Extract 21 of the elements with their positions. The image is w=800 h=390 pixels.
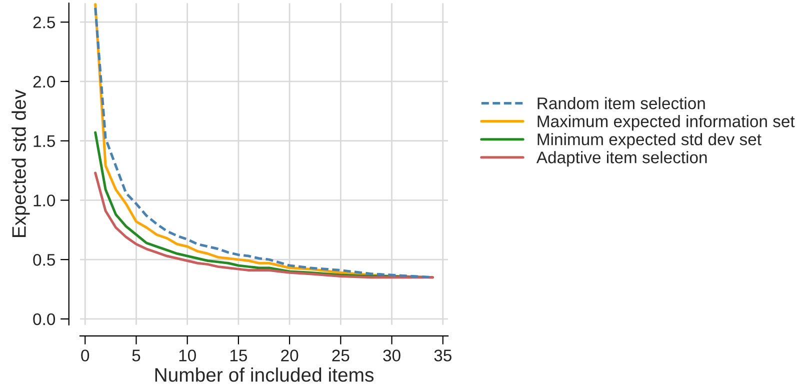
x-tick-label: 15 (230, 350, 248, 362)
legend-label: Random item selection (538, 96, 705, 110)
legend-label: Maximum expected information set (538, 115, 795, 131)
x-tick-label: 20 (281, 350, 298, 362)
x-tick-label: 30 (383, 350, 400, 362)
y-tick-label: 2.5 (33, 16, 55, 28)
y-tick-label: 0.0 (33, 313, 56, 326)
x-axis-title: Number of included items (155, 367, 374, 382)
x-tick-label: 0 (81, 350, 90, 362)
legend-label: Minimum expected std dev set (538, 133, 762, 149)
x-tick-label: 35 (434, 350, 452, 362)
x-tick-label: 25 (332, 350, 350, 362)
legend-label: Adaptive item selection (536, 151, 707, 167)
y-tick-label: 0.5 (33, 254, 55, 266)
y-axis-title: Expected std dev (12, 89, 30, 237)
y-tick-label: 2.0 (33, 76, 56, 88)
y-tick-label: 1.5 (34, 135, 55, 148)
x-tick-label: 10 (179, 350, 196, 362)
y-tick-label: 1.0 (34, 194, 56, 206)
line-series (94, 172, 434, 279)
x-tick-label: 5 (132, 350, 140, 362)
